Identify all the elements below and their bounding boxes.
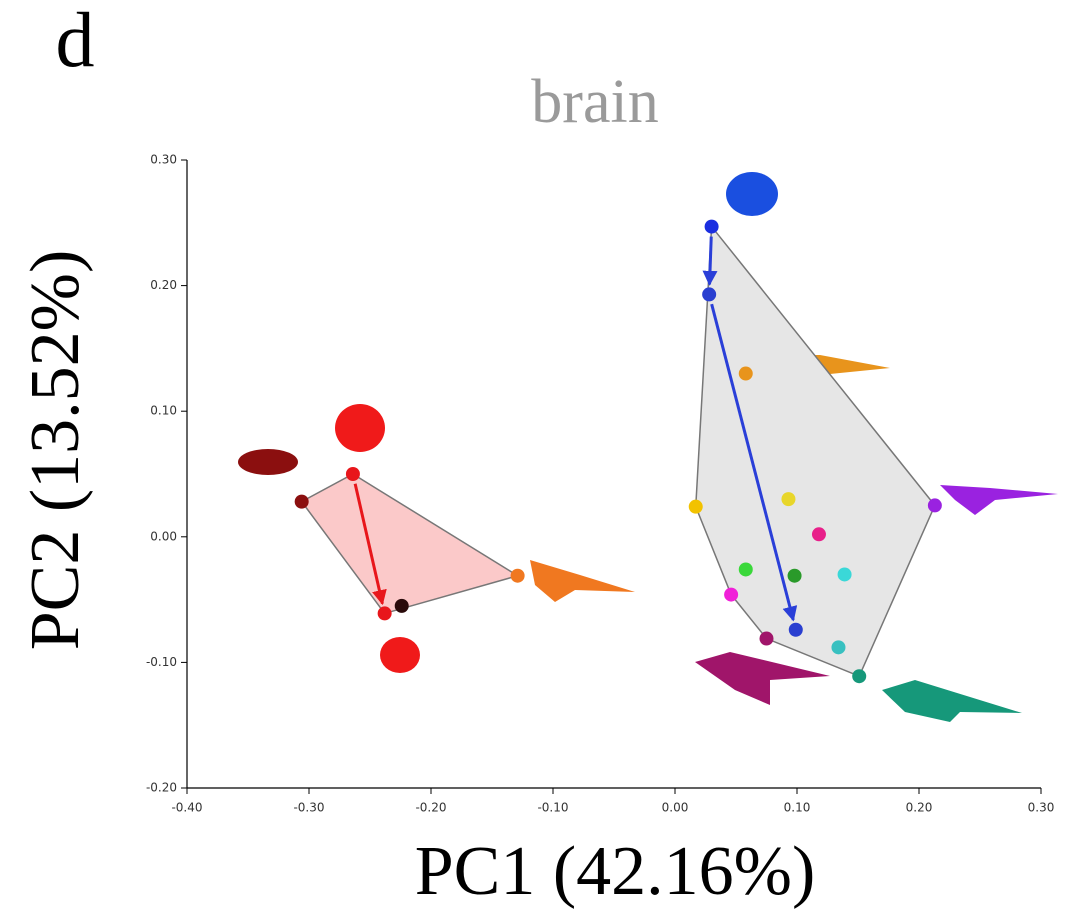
point (852, 669, 866, 683)
point (838, 567, 852, 581)
point (739, 367, 753, 381)
x-tick-label: -0.10 (537, 801, 568, 815)
panel-label: d (56, 0, 95, 83)
x-axis-label: PC1 (42.16%) (415, 833, 816, 910)
dino-icon (882, 680, 1022, 722)
point (788, 569, 802, 583)
point (928, 498, 942, 512)
chart-title: brain (531, 68, 658, 136)
point (689, 500, 703, 514)
point (739, 562, 753, 576)
embryo-icon (726, 172, 778, 216)
rooster-icon (380, 637, 420, 673)
x-tick-label: 0.10 (784, 801, 811, 815)
y-tick-label: -0.20 (146, 781, 177, 795)
point (346, 467, 360, 481)
y-axis-label: PC2 (13.52%) (17, 250, 94, 651)
arrow (710, 237, 712, 285)
bird-icon (238, 449, 298, 475)
y-tick-label: -0.10 (146, 655, 177, 669)
x-tick-label: -0.30 (293, 801, 324, 815)
x-tick-label: 0.00 (662, 801, 689, 815)
point (812, 527, 826, 541)
y-tick-label: 0.30 (150, 153, 177, 167)
point (724, 588, 738, 602)
x-tick-label: 0.30 (1028, 801, 1055, 815)
y-tick-label: 0.10 (150, 404, 177, 418)
y-tick-label: 0.00 (150, 529, 177, 543)
dino-icon (530, 560, 635, 602)
point (781, 492, 795, 506)
point (705, 220, 719, 234)
x-tick-label: -0.20 (415, 801, 446, 815)
y-tick-label: 0.20 (150, 278, 177, 292)
dino-icon (940, 485, 1058, 515)
point (395, 599, 409, 613)
point (760, 632, 774, 646)
point (702, 287, 716, 301)
point (378, 606, 392, 620)
point (295, 495, 309, 509)
convex-hull (302, 474, 518, 613)
silhouettes (238, 172, 1058, 722)
dino-icon (695, 652, 830, 705)
point (789, 623, 803, 637)
embryo-icon (335, 404, 385, 452)
point (831, 640, 845, 654)
point (511, 569, 525, 583)
chart: d brain PC1 (42.16%) PC2 (13.52%) -0.40 -… (0, 0, 1065, 924)
x-tick-label: -0.40 (171, 801, 202, 815)
x-tick-label: 0.20 (906, 801, 933, 815)
convex-hull (696, 227, 935, 677)
